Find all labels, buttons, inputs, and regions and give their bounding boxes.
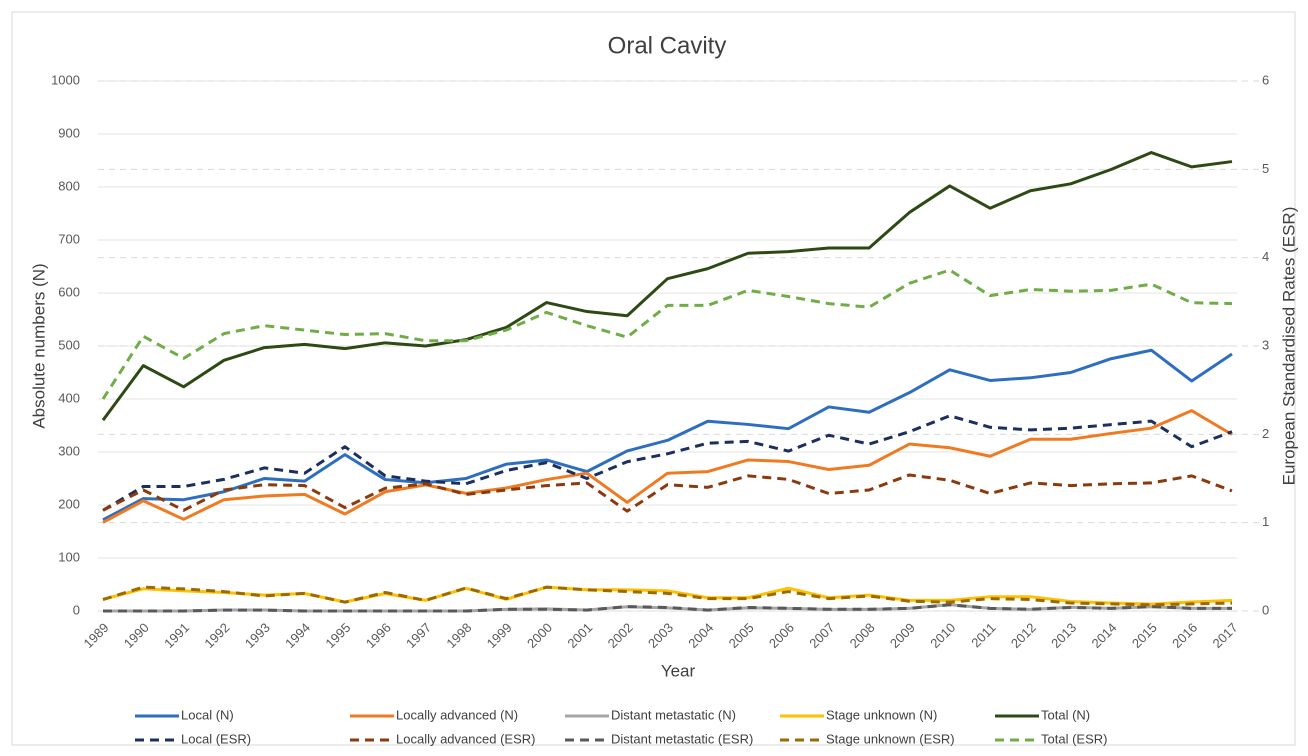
y2-tick-label: 1	[1262, 514, 1269, 529]
y-tick-label: 0	[73, 602, 80, 617]
legend-label: Local (N)	[181, 707, 234, 722]
legend-label: Locally advanced (ESR)	[396, 731, 535, 746]
y2-tick-label: 6	[1262, 72, 1269, 87]
series-line	[102, 585, 1233, 606]
series-line	[102, 409, 1233, 524]
legend-label: Stage unknown (ESR)	[826, 731, 955, 746]
series-line	[101, 268, 1233, 400]
series-line	[102, 348, 1233, 522]
y2-tick-label: 5	[1262, 161, 1269, 176]
legend-label: Total (ESR)	[1041, 731, 1107, 746]
y2-tick-label: 0	[1262, 602, 1269, 617]
y-tick-label: 300	[58, 443, 80, 458]
legend-label: Distant metastatic (ESR)	[611, 731, 753, 746]
x-axis-title: Year	[661, 661, 696, 680]
series-line	[102, 473, 1233, 513]
series-line	[102, 414, 1233, 512]
y-tick-label: 800	[58, 178, 80, 193]
legend-label: Distant metastatic (N)	[611, 707, 736, 722]
y2-axis-title: European Standardised Rates (ESR)	[1279, 207, 1298, 486]
y2-tick-label: 3	[1262, 337, 1269, 352]
series-line	[101, 151, 1233, 422]
y2-tick-label: 4	[1262, 249, 1269, 264]
legend-label: Local (ESR)	[181, 731, 251, 746]
legend-label: Locally advanced (N)	[396, 707, 518, 722]
series-line	[103, 603, 1232, 613]
y-tick-label: 100	[58, 549, 80, 564]
legend-label: Total (N)	[1041, 707, 1090, 722]
chart-title: Oral Cavity	[608, 32, 727, 59]
y-tick-label: 600	[58, 284, 80, 299]
y-tick-label: 400	[58, 390, 80, 405]
y-tick-label: 900	[58, 125, 80, 140]
y-tick-label: 500	[58, 337, 80, 352]
y-tick-label: 1000	[51, 72, 80, 87]
legend-label: Stage unknown (N)	[826, 707, 937, 722]
y2-tick-label: 2	[1262, 426, 1269, 441]
y-tick-label: 700	[58, 231, 80, 246]
y-axis-title: Absolute numbers (N)	[29, 263, 48, 428]
y-tick-label: 200	[58, 496, 80, 511]
series-line	[102, 585, 1233, 607]
